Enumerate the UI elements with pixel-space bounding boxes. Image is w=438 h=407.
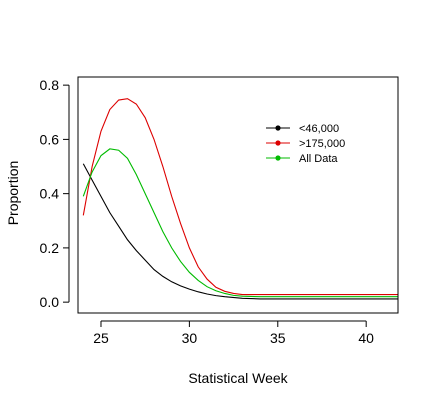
series-line-1	[82, 98, 398, 296]
legend-marker-2	[275, 155, 281, 161]
x-tick-label-0: 25	[93, 330, 109, 346]
y-tick-label-0: 0.0	[40, 294, 60, 310]
x-tick-label-2: 35	[270, 330, 286, 346]
legend-label-1: >175,000	[299, 138, 345, 150]
plot-area	[82, 98, 398, 300]
x-axis-label: Statistical Week	[188, 370, 288, 386]
y-tick-label-1: 0.2	[40, 240, 60, 256]
y-tick-label-4: 0.8	[40, 77, 60, 93]
legend-marker-1	[275, 140, 281, 146]
x-tick-label-3: 40	[358, 330, 374, 346]
axes: 25 30 35 40 0.0 0.2 0.4 0.6 0.8	[40, 76, 399, 346]
plot-frame	[77, 76, 399, 314]
legend: <46,000 >175,000 All Data	[266, 123, 345, 165]
series-lines	[82, 98, 398, 300]
legend-marker-0	[275, 125, 281, 131]
legend-label-0: <46,000	[299, 123, 339, 135]
y-tick-label-3: 0.6	[40, 131, 60, 147]
series-line-2	[82, 148, 398, 298]
series-line-0	[82, 163, 398, 300]
legend-label-2: All Data	[299, 153, 338, 165]
y-axis-label: Proportion	[5, 161, 21, 226]
x-tick-label-1: 30	[182, 330, 198, 346]
y-tick-label-2: 0.4	[40, 186, 60, 202]
